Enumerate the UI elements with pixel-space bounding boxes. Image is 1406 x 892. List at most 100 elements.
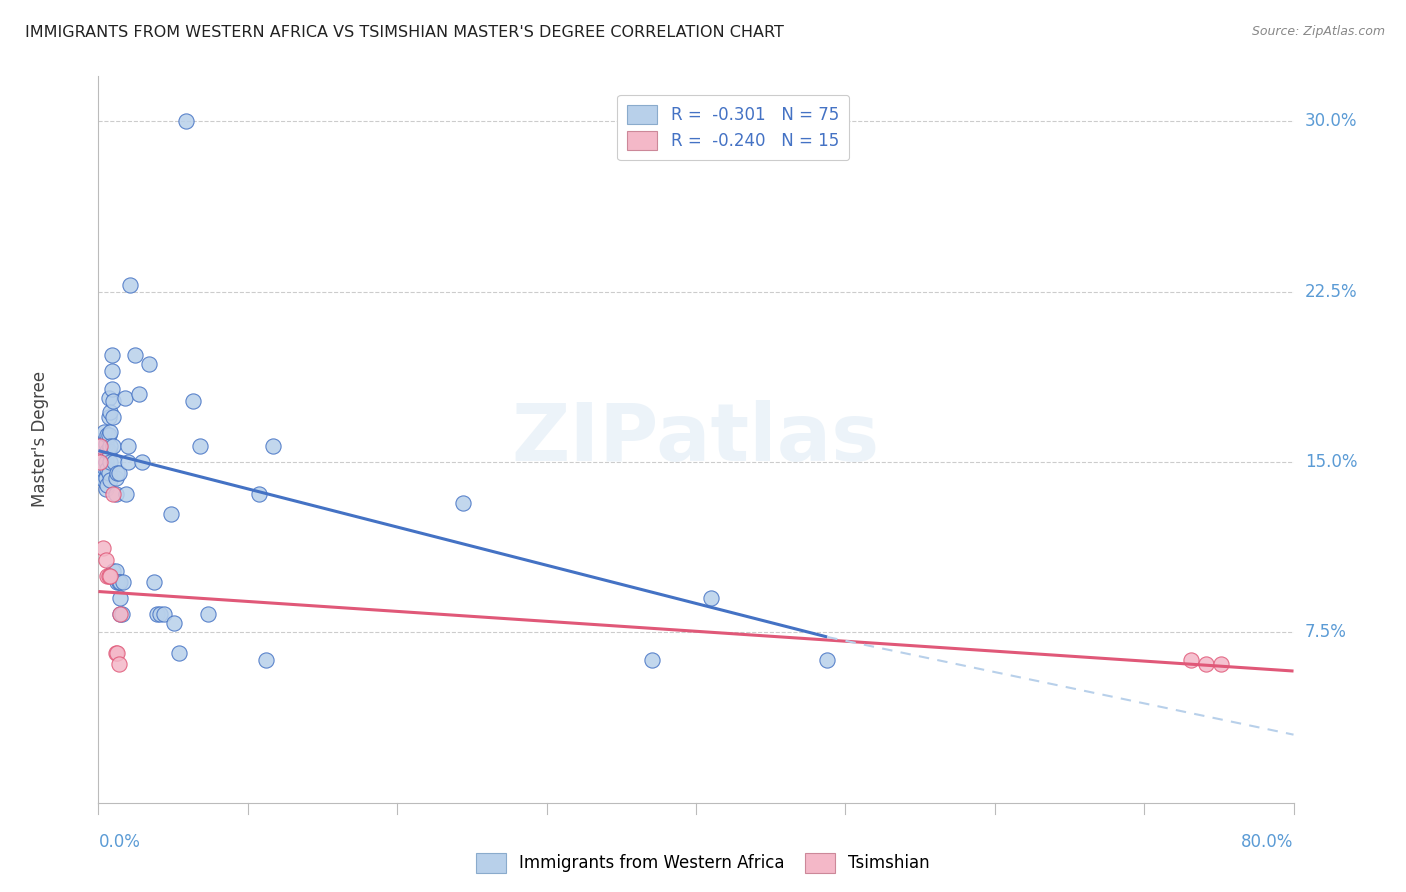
Point (103, 455, 125, 469)
Point (112, 575, 135, 590)
Point (117, 439, 139, 453)
Point (97, 443, 120, 458)
Point (114, 392, 136, 406)
Point (94, 552, 117, 566)
Point (1209, 657, 1232, 672)
Legend: R =  -0.301   N = 75, R =  -0.240   N = 15: R = -0.301 N = 75, R = -0.240 N = 15 (617, 95, 849, 161)
Text: 0.0%: 0.0% (98, 833, 141, 851)
Point (96, 443, 118, 458)
Point (104, 646, 127, 660)
Point (247, 487, 270, 501)
Point (90, 443, 112, 458)
Point (98, 473, 121, 487)
Point (105, 575, 128, 590)
Text: 80.0%: 80.0% (1241, 833, 1294, 851)
Point (174, 114, 197, 128)
Point (91, 437, 114, 451)
Point (149, 607, 172, 622)
Point (97, 568, 120, 582)
Point (97, 427, 120, 442)
Point (128, 387, 150, 401)
Point (94, 471, 117, 485)
Point (91, 467, 114, 481)
Point (93, 425, 115, 440)
Point (197, 607, 219, 622)
Point (94, 437, 117, 451)
Point (110, 575, 132, 590)
Point (153, 607, 176, 622)
Point (699, 591, 721, 606)
Point (93, 459, 115, 474)
Point (451, 496, 474, 510)
Point (93, 450, 115, 465)
Point (111, 607, 134, 622)
Point (110, 607, 132, 622)
Point (91, 450, 114, 465)
Point (98, 568, 121, 582)
Point (110, 591, 132, 606)
Point (91, 541, 114, 556)
Point (262, 439, 284, 453)
Point (641, 653, 664, 667)
Point (101, 487, 124, 501)
Point (160, 508, 183, 522)
Text: 22.5%: 22.5% (1305, 283, 1357, 301)
Point (110, 607, 132, 622)
Point (104, 471, 127, 485)
Point (97, 409, 120, 424)
Point (101, 439, 124, 453)
Point (115, 487, 138, 501)
Point (104, 487, 127, 501)
Point (124, 348, 146, 362)
Text: Source: ZipAtlas.com: Source: ZipAtlas.com (1251, 25, 1385, 38)
Text: 15.0%: 15.0% (1305, 453, 1357, 471)
Point (105, 646, 128, 660)
Point (98, 425, 121, 440)
Point (105, 467, 128, 481)
Point (190, 439, 212, 453)
Point (142, 575, 165, 590)
Point (108, 575, 131, 590)
Point (163, 616, 186, 631)
Point (138, 357, 160, 371)
Point (96, 477, 118, 491)
Point (98, 455, 121, 469)
Point (89, 443, 111, 458)
Point (98, 439, 121, 453)
Point (96, 427, 118, 442)
Point (167, 646, 190, 660)
Point (98, 405, 121, 419)
Point (89, 439, 111, 453)
Text: Master's Degree: Master's Degree (31, 371, 49, 508)
Point (815, 653, 838, 667)
Point (89, 455, 111, 469)
Point (120, 277, 142, 292)
Point (101, 409, 124, 424)
Point (90, 459, 112, 474)
Point (104, 564, 127, 578)
Point (101, 564, 124, 578)
Point (100, 348, 122, 362)
Point (108, 657, 131, 672)
Point (97, 467, 120, 481)
Point (1195, 657, 1218, 672)
Point (94, 455, 117, 469)
Point (1180, 653, 1202, 667)
Point (94, 483, 117, 497)
Point (131, 455, 153, 469)
Point (181, 393, 204, 408)
Text: 7.5%: 7.5% (1305, 624, 1347, 641)
Legend: Immigrants from Western Africa, Tsimshian: Immigrants from Western Africa, Tsimshia… (470, 847, 936, 880)
Text: ZIPatlas: ZIPatlas (512, 401, 880, 478)
Point (97, 392, 120, 406)
Point (100, 382, 122, 396)
Point (108, 467, 131, 481)
Point (100, 364, 122, 378)
Point (101, 393, 124, 408)
Point (96, 568, 118, 582)
Point (145, 607, 167, 622)
Point (93, 473, 115, 487)
Point (117, 455, 139, 469)
Point (96, 462, 118, 476)
Text: IMMIGRANTS FROM WESTERN AFRICA VS TSIMSHIAN MASTER'S DEGREE CORRELATION CHART: IMMIGRANTS FROM WESTERN AFRICA VS TSIMSH… (25, 25, 785, 40)
